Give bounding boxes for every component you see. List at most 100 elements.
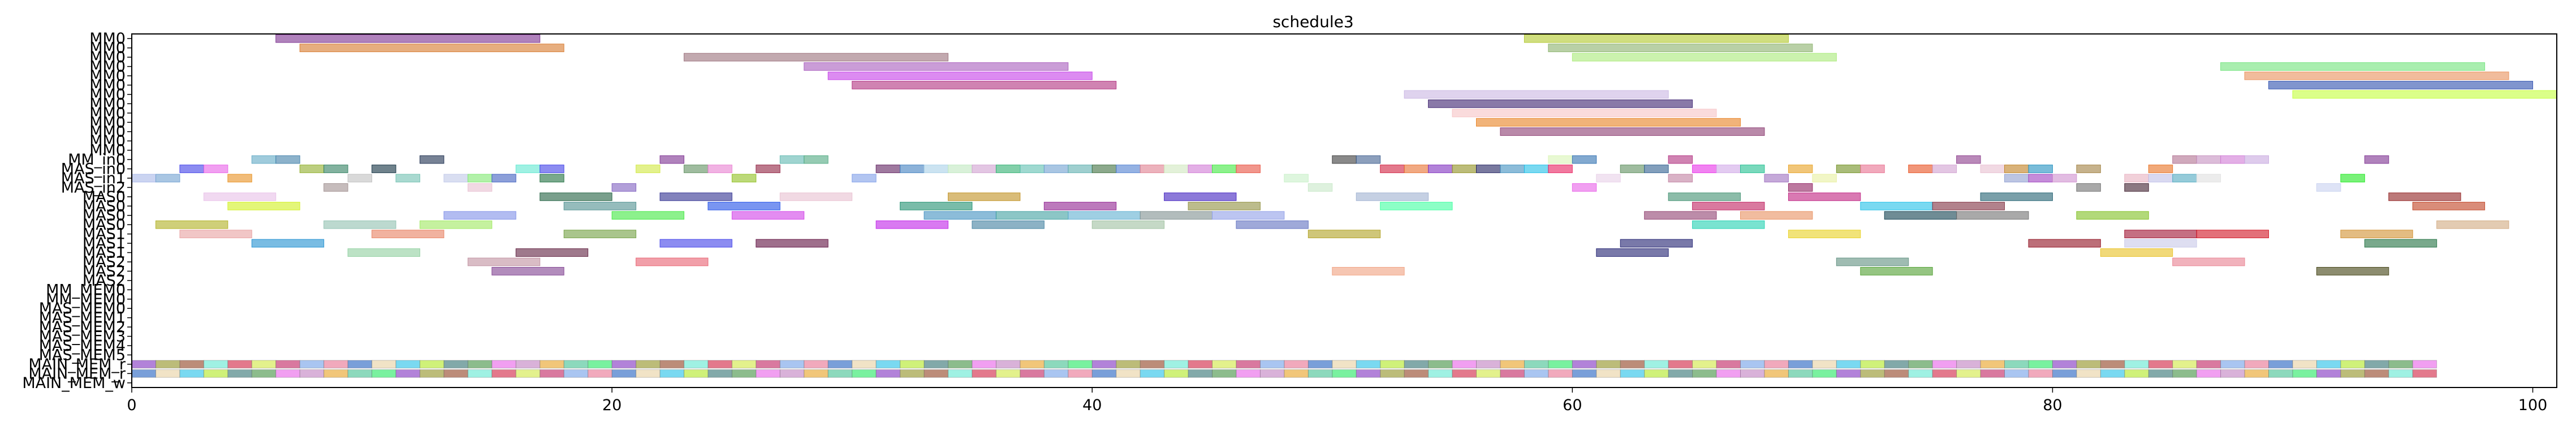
task-bar (804, 360, 829, 369)
task-bar (515, 369, 541, 378)
task-bar (419, 220, 493, 229)
y-tick-label: MM0 (89, 86, 126, 104)
task-bar (1091, 220, 1165, 229)
task-bar (2316, 183, 2341, 192)
task-bar (179, 165, 204, 173)
task-bar (947, 360, 973, 369)
task-bar (2316, 369, 2341, 378)
task-bar (563, 369, 589, 378)
task-bar (852, 174, 877, 183)
task-bar (900, 165, 925, 173)
task-bar (2220, 62, 2486, 71)
task-bar (515, 165, 541, 173)
task-bar (875, 369, 901, 378)
task-bar (1332, 155, 1357, 164)
task-bar (2196, 155, 2221, 164)
task-bar (1356, 360, 1381, 369)
task-bar (2244, 360, 2269, 369)
task-bar (1524, 369, 1549, 378)
task-bar (1236, 165, 1261, 173)
task-bar (1188, 360, 1213, 369)
task-bar (1524, 34, 1789, 43)
task-bar (1596, 248, 1669, 257)
task-bar (1284, 369, 1309, 378)
task-bar (2412, 201, 2486, 210)
y-axis: MM0MM0MM0MM0MM0MM0MM0MM0MM0MM0MM0MM0MM0M… (22, 30, 132, 392)
task-bar (947, 369, 973, 378)
task-bar (1404, 90, 1669, 99)
task-bar (1356, 192, 1429, 201)
task-bar (347, 248, 420, 257)
task-bar (1404, 360, 1429, 369)
task-bar (2052, 369, 2077, 378)
task-bar (2292, 360, 2317, 369)
task-bar (1476, 165, 1501, 173)
task-bar (1908, 360, 1933, 369)
task-bar (1548, 155, 1573, 164)
task-bar (1164, 165, 1189, 173)
task-bar (179, 369, 204, 378)
task-bar (2364, 155, 2389, 164)
task-bar (995, 165, 1021, 173)
task-bar (588, 360, 612, 369)
task-bar (707, 369, 732, 378)
task-bar (540, 165, 564, 173)
task-bar (1572, 369, 1597, 378)
task-bar (131, 369, 156, 378)
bars-layer (131, 34, 2557, 378)
x-tick-label: 100 (2518, 397, 2548, 414)
task-bar (2292, 369, 2317, 378)
task-bar (1956, 155, 1981, 164)
task-bar (251, 239, 325, 248)
y-tick-label: MAIN_MEM_r (28, 365, 126, 382)
task-bar (1020, 165, 1045, 173)
task-bar (1956, 369, 1981, 378)
task-bar (636, 360, 661, 369)
task-bar (1860, 267, 1933, 275)
task-bar (323, 183, 348, 192)
task-bar (1332, 267, 1405, 275)
task-bar (2340, 174, 2365, 183)
task-bar (2196, 230, 2269, 239)
task-bar (419, 360, 445, 369)
task-bar (756, 360, 780, 369)
task-bar (1452, 360, 1477, 369)
task-bar (2004, 165, 2029, 173)
task-bar (2244, 369, 2269, 378)
task-bar (2244, 71, 2509, 80)
task-bar (2028, 174, 2053, 183)
y-tick-label: MAS0 (83, 207, 126, 225)
task-bar (1860, 201, 1933, 210)
task-bar (1644, 165, 1669, 173)
task-bar (2124, 174, 2149, 183)
y-tick-label: MM0 (89, 40, 126, 57)
task-bar (227, 174, 252, 183)
task-bar (227, 360, 252, 369)
task-bar (947, 192, 1021, 201)
task-bar (1428, 165, 1453, 173)
task-bar (2196, 369, 2221, 378)
y-tick-label: MAS_in0 (61, 160, 126, 178)
task-bar (779, 155, 805, 164)
task-bar (2412, 369, 2437, 378)
task-bar (1500, 369, 1525, 378)
y-tick-label: MM0 (89, 123, 126, 141)
task-bar (1188, 165, 1213, 173)
task-bar (731, 360, 757, 369)
task-bar (1116, 369, 1141, 378)
task-bar (1116, 360, 1141, 369)
task-bar (804, 155, 829, 164)
task-bar (2076, 165, 2101, 173)
task-bar (227, 369, 252, 378)
task-bar (347, 360, 373, 369)
task-bar (1692, 369, 1717, 378)
y-tick-label: MM0 (89, 30, 126, 48)
task-bar (2340, 230, 2413, 239)
task-bar (2340, 369, 2365, 378)
task-bar (323, 220, 396, 229)
task-bar (731, 174, 757, 183)
task-bar (1836, 369, 1861, 378)
task-bar (1140, 369, 1165, 378)
task-bar (1259, 369, 1285, 378)
task-bar (395, 174, 420, 183)
